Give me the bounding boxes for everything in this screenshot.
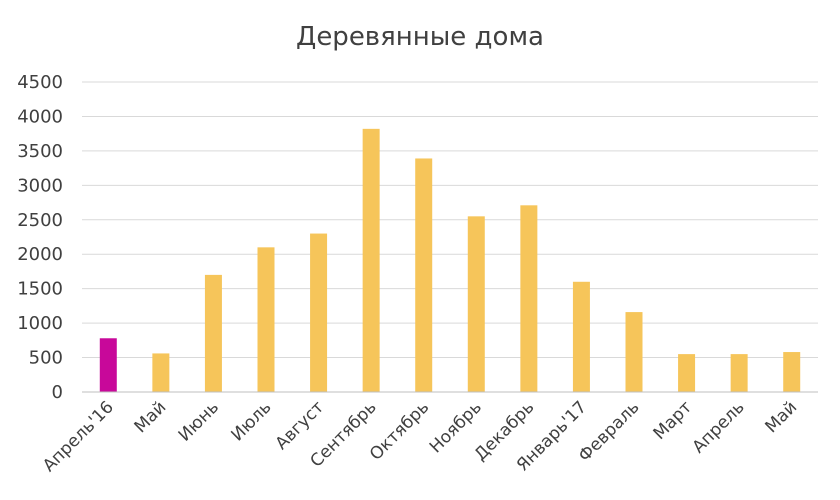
- bar-11: [625, 312, 643, 392]
- bar-9: [520, 205, 538, 392]
- x-tick-label: Апрель: [689, 397, 749, 457]
- y-tick-label: 2500: [17, 210, 63, 231]
- bar-4: [257, 247, 275, 392]
- bar-12: [678, 354, 696, 392]
- bar-2: [152, 353, 170, 392]
- bars: [99, 128, 801, 392]
- x-tick-label: Июль: [228, 397, 276, 445]
- bar-13: [730, 354, 748, 392]
- y-tick-label: 1500: [17, 279, 63, 300]
- y-tick-label: 2000: [17, 244, 63, 265]
- bar-8: [467, 216, 485, 392]
- x-tick-label: Май: [762, 397, 802, 437]
- bar-3: [204, 274, 222, 392]
- y-tick-label: 3500: [17, 141, 63, 162]
- y-axis-ticks: 0 500 1000 1500 2000 2500 3000 3500 4000 4500: [17, 72, 63, 403]
- bar-10: [572, 281, 590, 392]
- y-tick-label: 4500: [17, 72, 63, 93]
- bar-14: [783, 352, 801, 392]
- bar-6: [362, 128, 380, 392]
- bar-1: [99, 338, 117, 392]
- x-tick-label: Май: [131, 397, 171, 437]
- bar-5: [310, 233, 328, 392]
- y-tick-label: 0: [52, 382, 63, 403]
- x-tick-label: Апрель'16: [39, 397, 118, 476]
- y-tick-label: 3000: [17, 175, 63, 196]
- x-tick-label: Март: [650, 397, 697, 444]
- y-tick-label: 4000: [17, 106, 63, 127]
- x-tick-label: Июнь: [175, 397, 223, 445]
- gridlines: [82, 81, 818, 359]
- bar-7: [415, 158, 433, 392]
- y-tick-label: 500: [29, 348, 63, 369]
- chart-title: Деревянные дома: [296, 22, 544, 52]
- y-tick-label: 1000: [17, 313, 63, 334]
- x-axis-ticks: Апрель'16 Май Июнь ИюльАвгустСентябрьОктябр…: [39, 397, 801, 476]
